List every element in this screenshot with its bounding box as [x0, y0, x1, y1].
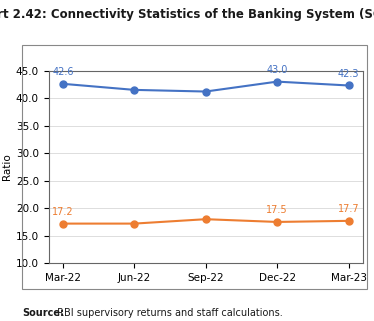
Text: Chart 2.42: Connectivity Statistics of the Banking System (SCBs): Chart 2.42: Connectivity Statistics of t…: [0, 8, 374, 21]
Line: Connectivity Ratio: Connectivity Ratio: [59, 216, 352, 227]
Connectivity Ratio: [132, 222, 137, 226]
Connectivity Ratio: [203, 217, 208, 221]
Cluster Coefficient: [132, 88, 137, 92]
Text: RBI supervisory returns and staff calculations.: RBI supervisory returns and staff calcul…: [54, 308, 283, 318]
Cluster Coefficient: [346, 83, 351, 87]
Text: 42.3: 42.3: [338, 68, 359, 79]
Connectivity Ratio: [275, 220, 279, 224]
Cluster Coefficient: [275, 80, 279, 83]
Text: 42.6: 42.6: [52, 67, 74, 77]
Text: Source:: Source:: [22, 308, 64, 318]
Text: 17.2: 17.2: [52, 207, 74, 217]
Text: 17.7: 17.7: [338, 204, 359, 214]
Connectivity Ratio: [346, 219, 351, 223]
Text: 43.0: 43.0: [266, 65, 288, 75]
Line: Cluster Coefficient: Cluster Coefficient: [59, 78, 352, 95]
Cluster Coefficient: [61, 82, 65, 86]
Y-axis label: Ratio: Ratio: [1, 153, 12, 180]
Cluster Coefficient: [203, 90, 208, 93]
Connectivity Ratio: [61, 222, 65, 226]
Text: 17.5: 17.5: [266, 205, 288, 215]
